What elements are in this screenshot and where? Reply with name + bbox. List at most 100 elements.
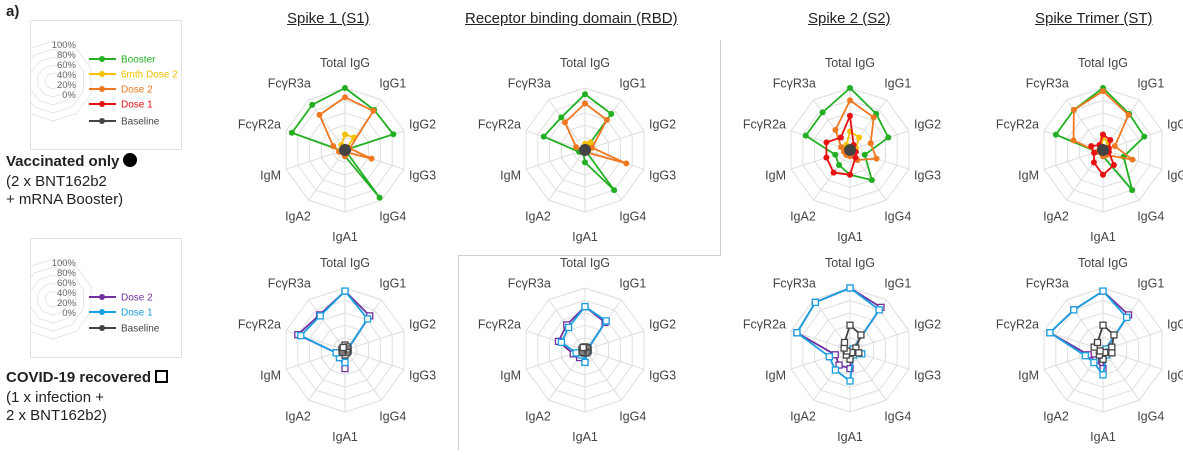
- grid-spoke: [525, 149, 586, 170]
- group-desc-vaccinated: (2 x BNT162b2 + mRNA Booster): [6, 173, 123, 209]
- radar-0-2: Total IgG IgG1 IgG2 IgG3 IgG4 IgA1 IgA2 IgM FcγR…: [743, 56, 941, 244]
- axis-label-fc-r2a: FcγR2a: [478, 318, 521, 332]
- axis-label-total-igg: Total IgG: [1078, 56, 1128, 70]
- axis-label-igg1: IgG1: [619, 277, 646, 291]
- column-title-st: Spike Trimer (ST): [1035, 10, 1153, 27]
- axis-label-iga2: IgA2: [790, 209, 816, 223]
- axis-label-igm: IgM: [1018, 168, 1039, 182]
- data-point: [1091, 149, 1098, 156]
- radar-0-0: Total IgG IgG1 IgG2 IgG3 IgG4 IgA1 IgA2 IgM FcγR…: [238, 56, 436, 244]
- legend-marker-dose-2: [99, 86, 105, 92]
- axis-label-fc-r3a: FcγR3a: [1026, 277, 1069, 291]
- axis-label-igg4: IgG4: [884, 409, 911, 423]
- axis-label-igg1: IgG1: [1137, 77, 1164, 91]
- data-point: [1096, 347, 1104, 355]
- data-point: [309, 101, 316, 108]
- legend-tick-label: 40%: [57, 288, 77, 299]
- legend-marker-baseline: [99, 118, 105, 124]
- column-divider: [720, 40, 721, 255]
- group-title-vaccinated: Vaccinated only: [6, 153, 138, 170]
- legend-grid-ring: [31, 258, 92, 340]
- legend-grid-ring: [31, 266, 84, 332]
- data-point: [582, 159, 588, 166]
- data-point: [370, 107, 377, 114]
- axis-label-igm: IgM: [260, 168, 281, 182]
- group-desc-line: + mRNA Booster): [6, 191, 124, 208]
- data-point: [341, 358, 349, 367]
- radar-1-3: Total IgG IgG1 IgG2 IgG3 IgG4 IgA1 IgA2 IgM FcγR…: [996, 256, 1183, 444]
- axis-label-iga2: IgA2: [285, 209, 311, 223]
- data-point: [852, 154, 859, 161]
- data-point: [823, 139, 830, 146]
- grid-spoke: [813, 99, 851, 151]
- data-point: [339, 343, 347, 352]
- legend-grid-ring: [44, 290, 62, 308]
- data-point: [376, 194, 383, 201]
- axis-label-igg4: IgG4: [1137, 209, 1164, 223]
- axis-label-igg1: IgG1: [379, 77, 406, 91]
- radar-0-3: Total IgG IgG1 IgG2 IgG3 IgG4 IgA1 IgA2 IgM FcγR…: [996, 56, 1183, 244]
- legend-entry-dose-2: Dose 2: [121, 85, 153, 96]
- data-point: [831, 351, 839, 359]
- axis-label-igg1: IgG1: [379, 277, 406, 291]
- group-desc-line: (2 x BNT162b2: [6, 173, 107, 190]
- data-point: [811, 298, 820, 306]
- data-point: [1110, 162, 1117, 169]
- axis-label-igg3: IgG3: [409, 368, 436, 382]
- data-point: [608, 110, 615, 117]
- data-point: [819, 109, 826, 116]
- grid-spoke: [790, 349, 851, 370]
- data-point: [1046, 329, 1054, 337]
- data-point: [1111, 143, 1118, 150]
- series-booster: [802, 85, 892, 184]
- axis-label-iga1: IgA1: [837, 230, 863, 244]
- legend-tick-label: 100%: [52, 258, 77, 269]
- data-point: [564, 323, 573, 332]
- legend-recovered-chart: 100%80%60%40%20%0% Dose 2 Dose 1 Baseline: [31, 258, 160, 340]
- axis-label-fc-r3a: FcγR3a: [773, 277, 816, 291]
- data-point: [875, 306, 883, 314]
- legend-tick-label: 80%: [57, 268, 77, 279]
- data-point: [832, 126, 839, 133]
- grid-spoke: [308, 149, 346, 201]
- data-point: [861, 151, 868, 158]
- legend-marker-6mth-dose-2: [99, 71, 105, 77]
- data-point: [1099, 321, 1107, 329]
- axis-label-igm: IgM: [765, 368, 786, 382]
- axis-label-total-igg: Total IgG: [560, 256, 610, 270]
- data-point: [856, 134, 863, 141]
- axis-label-igg4: IgG4: [379, 409, 406, 423]
- data-point: [1093, 338, 1102, 347]
- data-point: [316, 111, 323, 118]
- data-point: [582, 91, 588, 98]
- grid-spoke: [548, 149, 586, 201]
- series-baseline: [1097, 143, 1109, 157]
- legend-tick-label: 100%: [52, 40, 77, 51]
- open-square-icon: [155, 370, 169, 383]
- group-title-recovered-text: COVID-19 recovered: [6, 369, 152, 386]
- data-point: [846, 364, 854, 373]
- grid-spoke: [584, 349, 645, 370]
- axis-label-iga1: IgA1: [332, 430, 358, 444]
- legend-entry-baseline: Baseline: [121, 117, 160, 128]
- axis-label-iga2: IgA2: [790, 409, 816, 423]
- axis-label-iga2: IgA2: [1043, 409, 1069, 423]
- data-point: [330, 143, 337, 150]
- data-point: [1070, 106, 1077, 113]
- legend-recovered: 100% 80% 60% 40% 20% 0% Dose 2 Dose 1 Baseline: [30, 238, 182, 358]
- axis-label-fc-r3a: FcγR3a: [268, 77, 311, 91]
- legend-grid-ring: [31, 40, 92, 122]
- axis-label-igg2: IgG2: [409, 318, 436, 332]
- legend-grid-ring: [44, 72, 62, 90]
- series-baseline: [338, 341, 352, 359]
- column-title-rbd: Receptor binding domain (RBD): [465, 10, 678, 27]
- axis-label-igg4: IgG4: [619, 209, 646, 223]
- grid-spoke: [849, 130, 910, 151]
- group-desc-recovered: (1 x infection + 2 x BNT162b2): [6, 389, 107, 425]
- series-dose-2: [561, 100, 630, 167]
- data-point: [1088, 143, 1095, 150]
- axis-label-igg1: IgG1: [884, 77, 911, 91]
- axis-label-igm: IgM: [1018, 368, 1039, 382]
- legend-entry-booster: Booster: [121, 55, 156, 66]
- data-point: [846, 321, 854, 329]
